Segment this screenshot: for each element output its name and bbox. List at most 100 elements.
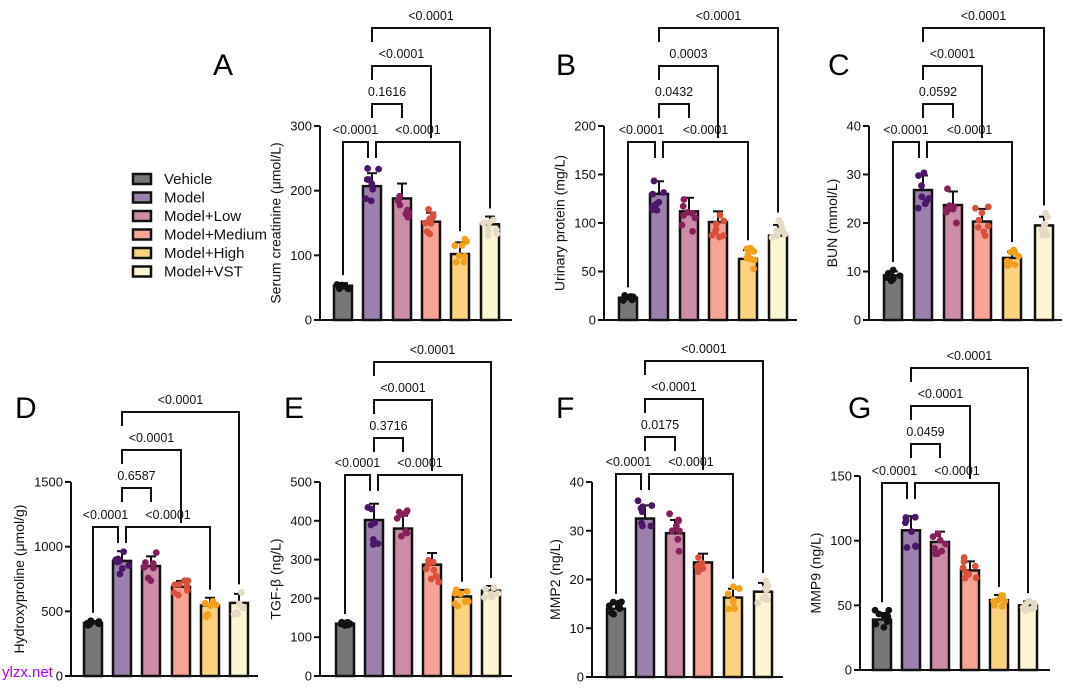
data-point — [1011, 261, 1019, 269]
y-tick-label: 50 — [838, 598, 852, 613]
data-point — [1044, 213, 1051, 221]
data-point — [668, 527, 676, 535]
data-point — [344, 621, 352, 629]
y-tick-label: 200 — [574, 119, 596, 134]
data-point — [634, 497, 642, 505]
y-tick-label: 400 — [290, 513, 312, 528]
y-tick-label: 0 — [589, 313, 596, 328]
data-point — [694, 563, 701, 571]
p-value-label: <0.0001 — [668, 455, 714, 469]
p-value-label: <0.0001 — [696, 9, 742, 23]
p-value-label: 0.3716 — [369, 419, 407, 433]
data-point — [120, 548, 127, 556]
p-value-label: <0.0001 — [158, 393, 204, 407]
significance-bracket — [910, 443, 941, 458]
data-point — [932, 550, 939, 558]
significance-bracket — [92, 526, 119, 613]
data-point — [479, 219, 487, 227]
bar-model-high — [988, 598, 1010, 672]
data-point — [426, 230, 434, 238]
panel-F: F 0 10 20 30 40 MMP2 (ng/L) <0.0001 <0.0001 0.017… — [547, 342, 783, 685]
data-point — [421, 219, 429, 227]
legend-swatch — [131, 265, 153, 278]
data-point — [144, 574, 152, 582]
data-point — [404, 213, 412, 221]
bar-model-vst — [480, 589, 502, 678]
bar-model-vst — [479, 223, 501, 322]
significance-bracket — [644, 360, 764, 573]
significance-bracket — [644, 398, 704, 470]
significance-bracket — [644, 436, 676, 451]
legend-swatch — [131, 246, 153, 260]
y-tick-label: 300 — [290, 552, 312, 567]
bar-model-medium — [170, 585, 192, 678]
y-tick-label: 100 — [290, 248, 312, 263]
data-point — [1011, 249, 1019, 256]
y-tick-label: 10 — [570, 621, 584, 636]
data-point — [649, 190, 657, 198]
data-point — [116, 570, 124, 578]
data-point — [461, 598, 469, 606]
data-point — [490, 584, 498, 592]
data-point — [175, 581, 183, 588]
data-point — [427, 575, 435, 583]
significance-bracket — [373, 361, 492, 578]
data-point — [762, 577, 770, 585]
legend-label: Model+VST — [164, 264, 243, 281]
data-point — [984, 203, 992, 211]
data-point — [872, 620, 880, 628]
watermark: ylzx.net — [2, 664, 53, 681]
data-point — [429, 213, 437, 221]
data-point — [666, 510, 674, 518]
data-point — [484, 232, 492, 240]
data-point — [931, 544, 939, 552]
bar-model-low — [664, 531, 686, 679]
p-value-label: 0.0432 — [655, 85, 693, 99]
data-point — [435, 578, 443, 586]
data-point — [118, 564, 126, 572]
data-point — [918, 193, 926, 201]
y-tick-label: 0 — [305, 313, 312, 328]
data-point — [234, 610, 242, 618]
bar-model-medium — [692, 561, 714, 679]
data-point — [212, 601, 220, 609]
p-value-label: 0.0003 — [669, 47, 707, 61]
legend-swatch — [131, 191, 153, 204]
significance-bracket — [615, 473, 642, 594]
significance-bracket — [344, 474, 371, 615]
data-point — [691, 214, 699, 222]
bar-vehicle — [82, 621, 104, 678]
panel-B: B 0 50 100 150 200 Urinary protein (mg/L) <0.00… — [552, 9, 797, 328]
data-point — [480, 594, 488, 601]
p-value-label: <0.0001 — [145, 508, 191, 522]
data-point — [452, 258, 460, 266]
y-tick-label: 100 — [290, 630, 312, 645]
data-point — [371, 519, 379, 527]
data-point — [458, 242, 466, 249]
data-point — [362, 195, 370, 203]
bar-vehicle — [605, 607, 627, 679]
data-point — [994, 596, 1002, 604]
significance-bracket — [914, 482, 1000, 587]
data-point — [961, 574, 969, 582]
panel-E: E 0 100 200 300 400 500 TGF-β (ng/L) <0.0001 <0.0… — [268, 343, 512, 684]
data-point — [885, 606, 893, 614]
data-point — [884, 612, 892, 620]
y-tick-label: 40 — [847, 119, 861, 134]
bar-model-vst — [1017, 604, 1039, 672]
data-point — [674, 535, 682, 543]
y-tick-label: 200 — [290, 591, 312, 606]
bar-model-low — [392, 527, 414, 678]
y-axis-label: Serum creatinine (μmol/L) — [268, 142, 284, 303]
significance-bracket — [375, 141, 461, 232]
p-value-label: <0.0001 — [681, 342, 727, 356]
data-point — [711, 228, 719, 236]
significance-bracket — [658, 65, 719, 138]
data-point — [455, 252, 463, 260]
data-point — [393, 514, 401, 522]
data-point — [998, 602, 1006, 610]
data-point — [960, 558, 968, 565]
data-point — [1001, 597, 1009, 605]
significance-bracket — [121, 411, 240, 585]
y-tick-label: 150 — [574, 167, 596, 182]
